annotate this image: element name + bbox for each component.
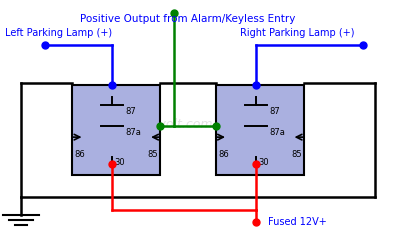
Text: 30: 30 xyxy=(114,158,125,167)
Bar xyxy=(216,85,304,175)
Text: 87a: 87a xyxy=(126,128,141,137)
Text: theii2volt.com: theii2volt.com xyxy=(123,118,213,132)
Text: 87a: 87a xyxy=(269,128,285,137)
Text: 87: 87 xyxy=(269,108,280,116)
Text: 30: 30 xyxy=(258,158,268,167)
Text: 86: 86 xyxy=(218,150,229,158)
Text: 85: 85 xyxy=(291,150,302,158)
Text: 87: 87 xyxy=(126,108,136,116)
Bar xyxy=(72,85,160,175)
Text: Positive Output from Alarm/Keyless Entry: Positive Output from Alarm/Keyless Entry xyxy=(80,14,296,24)
Text: Left Parking Lamp (+): Left Parking Lamp (+) xyxy=(5,28,112,38)
Text: Right Parking Lamp (+): Right Parking Lamp (+) xyxy=(240,28,354,38)
Text: Fused 12V+: Fused 12V+ xyxy=(268,217,326,227)
Text: 85: 85 xyxy=(148,150,158,158)
Text: 86: 86 xyxy=(74,150,85,158)
